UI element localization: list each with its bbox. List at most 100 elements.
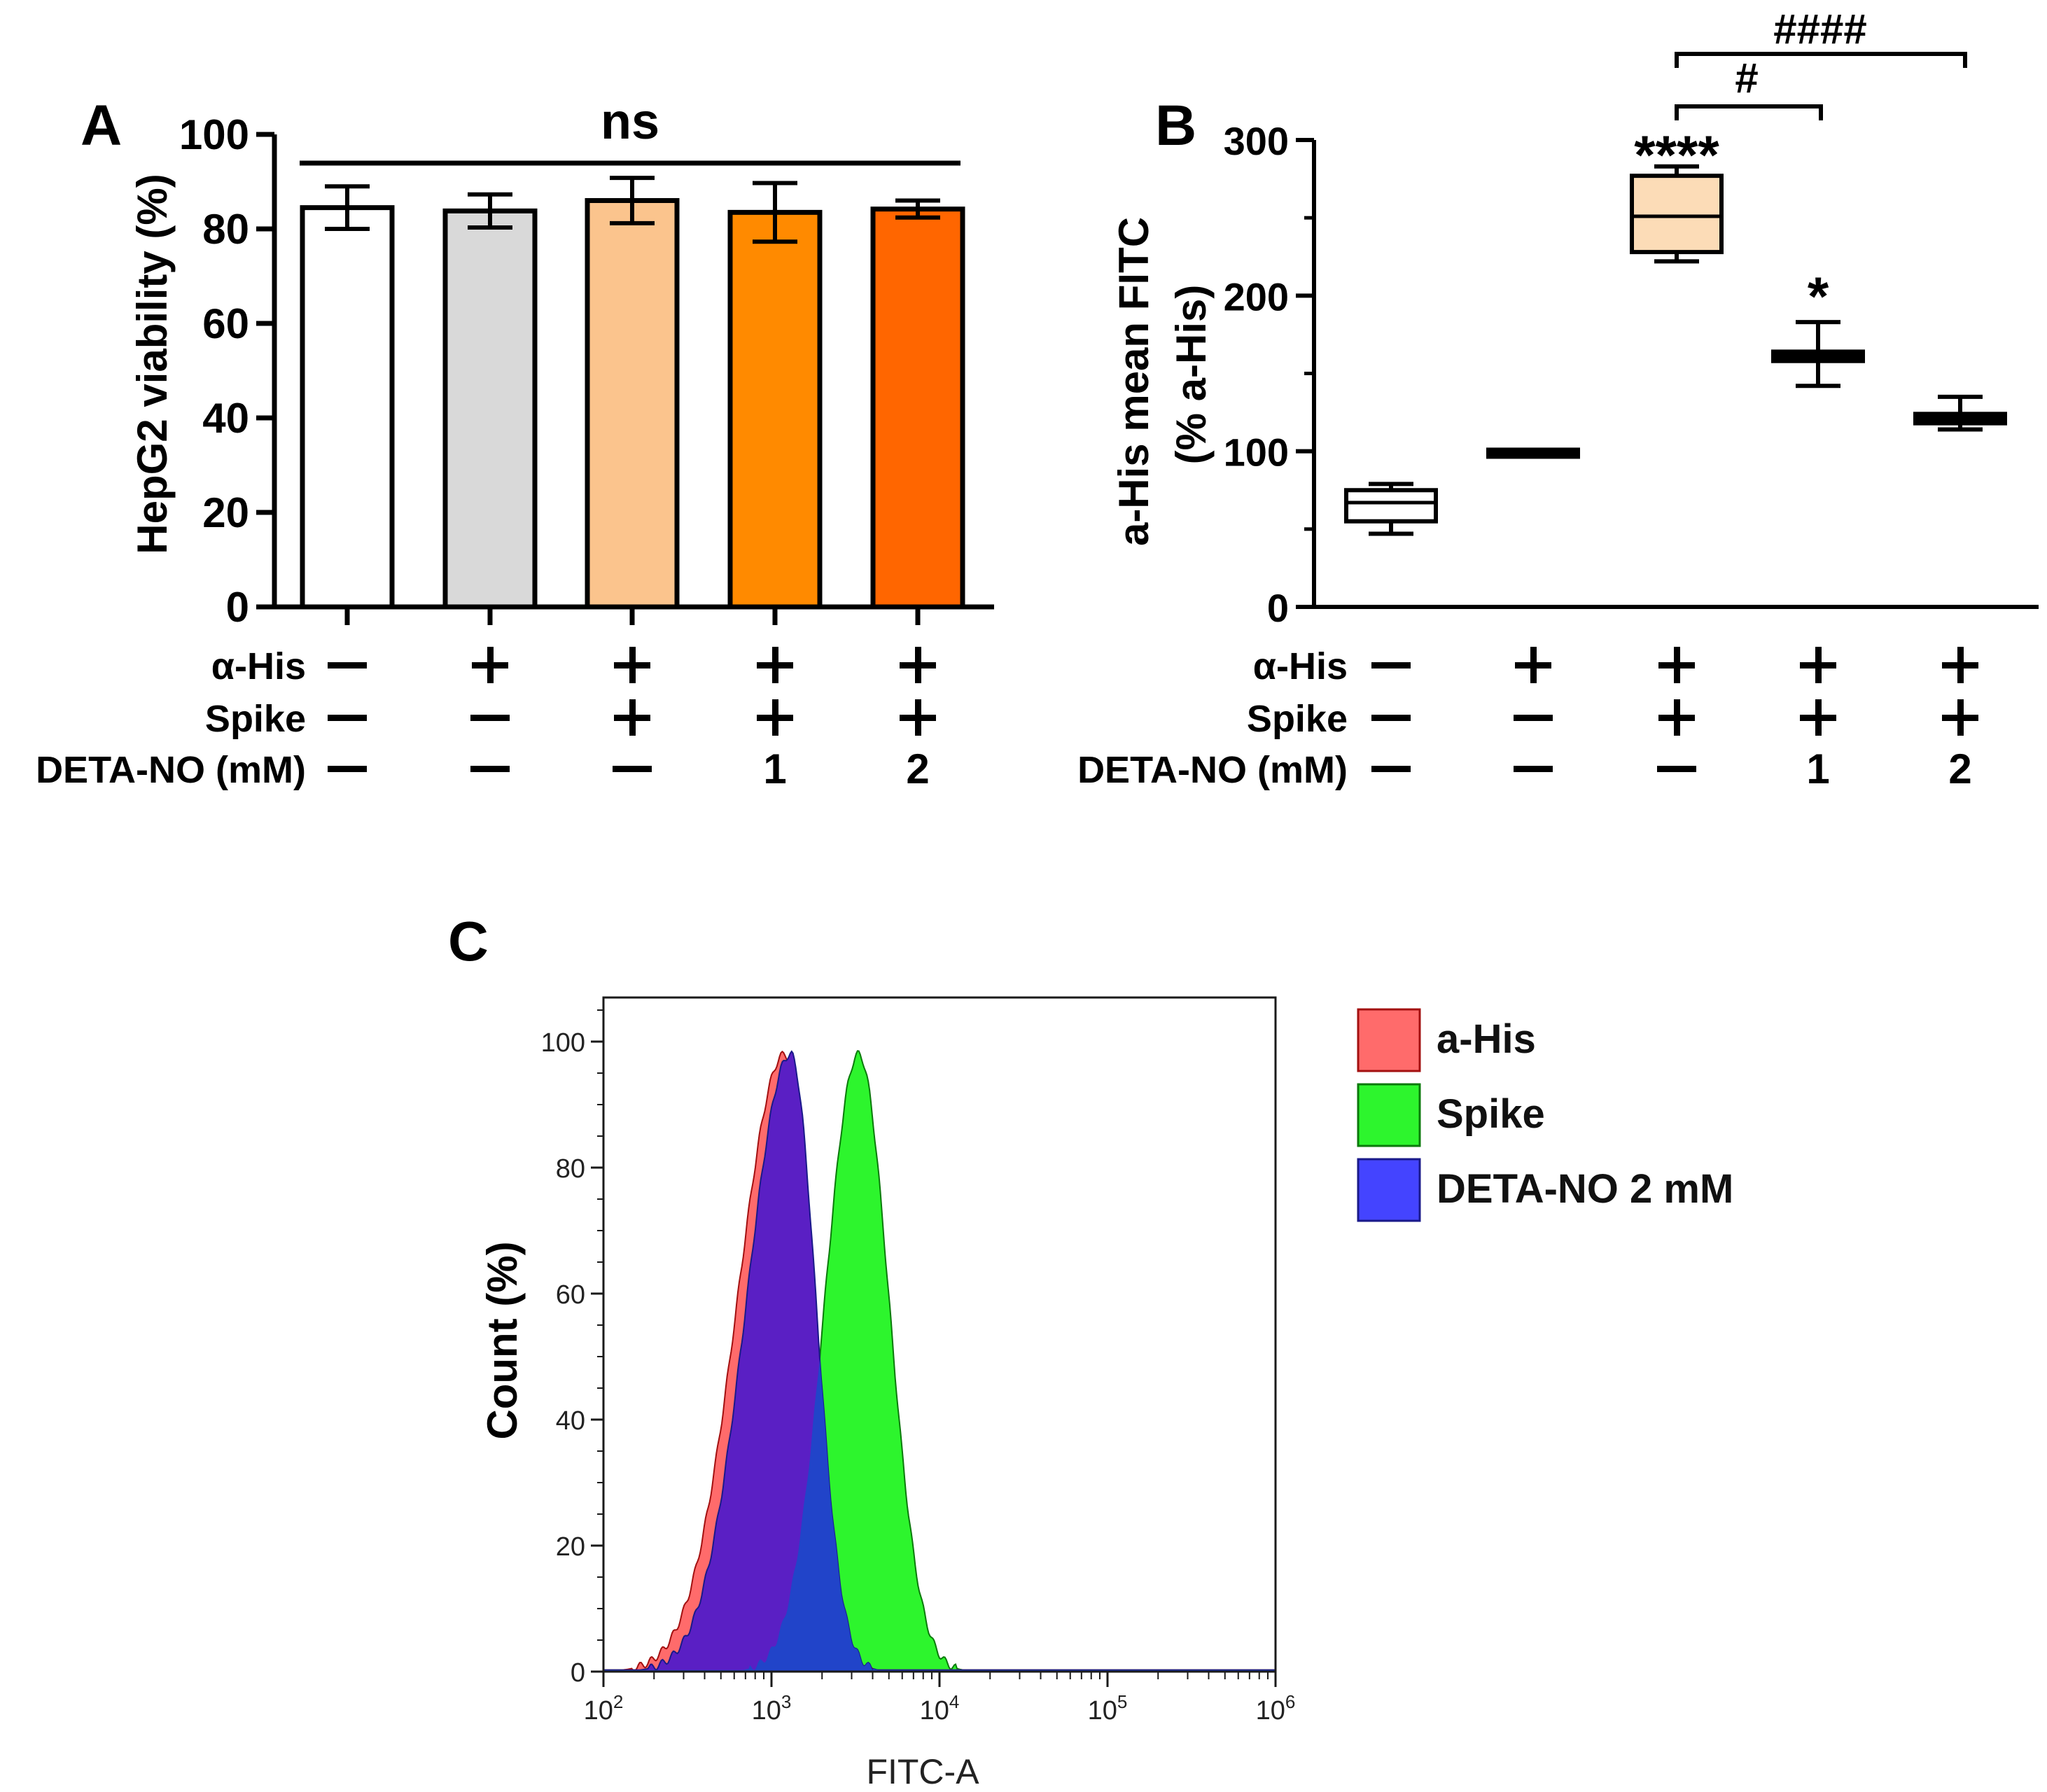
plus-sign-v bbox=[1957, 647, 1964, 683]
bar bbox=[727, 209, 823, 610]
panel-c-x-tick-exponent: 5 bbox=[1117, 1691, 1127, 1712]
panel-c-y-tick-label: 20 bbox=[556, 1532, 585, 1562]
panel-a-y-axis: 0 20 40 60 80 100 bbox=[179, 111, 994, 631]
panel-a-y-tick-label: 40 bbox=[202, 395, 249, 442]
minus-sign bbox=[613, 766, 652, 772]
panel-b-bracket-4hash-label: #### bbox=[1773, 6, 1866, 52]
panel-b-annotation-4star: **** bbox=[1634, 124, 1719, 186]
bar bbox=[442, 208, 538, 610]
panel-b-y-tick-label: 100 bbox=[1224, 430, 1289, 475]
panel-b-y-axis: 0 100 200 300 bbox=[1224, 119, 2039, 630]
panel-c-x-tick-label: 102 bbox=[584, 1691, 624, 1726]
panel-a-significance-label: ns bbox=[601, 94, 659, 150]
plus-sign-v bbox=[1815, 699, 1822, 736]
plus-sign-v bbox=[772, 699, 778, 736]
panel-b-row-label: α-His bbox=[1253, 645, 1348, 687]
dose-value: 2 bbox=[906, 746, 929, 792]
box bbox=[1630, 174, 1724, 255]
panel-c-x-tick-label: 104 bbox=[920, 1691, 960, 1726]
panel-b-ylabel-unit: (% a-His) bbox=[1168, 285, 1215, 465]
plus-sign-v bbox=[915, 647, 921, 683]
panel-b: B a-His mean FITC (% a-His) 0 100 200 300 #… bbox=[1077, 6, 2039, 792]
panel-b-y-tick-label: 0 bbox=[1267, 586, 1289, 630]
panel-c-x-tick-base: 10 bbox=[920, 1696, 949, 1726]
panel-c-x-tick-base: 10 bbox=[584, 1696, 613, 1726]
legend-label: a-His bbox=[1437, 1016, 1536, 1062]
panel-b-annotation-star: * bbox=[1808, 265, 1829, 327]
panel-c-x-tick-exponent: 4 bbox=[949, 1691, 959, 1712]
panel-c-y-tick-label: 60 bbox=[556, 1280, 585, 1310]
minus-sign bbox=[1514, 766, 1553, 772]
bar bbox=[585, 198, 680, 610]
panel-a-row-label: α-His bbox=[211, 645, 306, 687]
panel-c-legend: a-His Spike DETA-NO 2 mM bbox=[1357, 1008, 1733, 1222]
plus-sign-v bbox=[487, 647, 494, 683]
legend-swatch bbox=[1357, 1158, 1421, 1222]
panel-b-y-tick-label: 300 bbox=[1224, 119, 1289, 163]
panel-c-x-tick-base: 10 bbox=[752, 1696, 781, 1726]
legend-label: Spike bbox=[1437, 1091, 1545, 1137]
minus-sign bbox=[470, 715, 510, 721]
plus-sign-v bbox=[1674, 647, 1680, 683]
panel-c-x-tick-label: 105 bbox=[1088, 1691, 1128, 1726]
panel-a-y-tick-label: 80 bbox=[202, 206, 249, 253]
panel-a-label: A bbox=[81, 94, 122, 158]
minus-sign bbox=[328, 766, 367, 772]
bar bbox=[300, 205, 395, 610]
dose-value: 1 bbox=[763, 746, 786, 792]
minus-sign bbox=[470, 766, 510, 772]
box bbox=[1344, 488, 1438, 524]
panel-c-y-tick-label: 100 bbox=[541, 1028, 585, 1058]
minus-sign bbox=[1371, 766, 1411, 772]
panel-b-bracket-4hash bbox=[1675, 52, 1967, 68]
minus-sign bbox=[328, 715, 367, 721]
panel-a-y-tick-label: 100 bbox=[179, 111, 249, 158]
legend-swatch bbox=[1357, 1083, 1421, 1147]
panel-c-label: C bbox=[448, 910, 489, 972]
panel-c-x-tick-exponent: 3 bbox=[781, 1691, 791, 1712]
minus-sign bbox=[1657, 766, 1696, 772]
panel-a-treatment-rows: α-His Spike DETA-NO (mM) 1 2 bbox=[36, 645, 936, 792]
panel-c-x-tick-exponent: 6 bbox=[1285, 1691, 1295, 1712]
panel-a: A HepG2 viability (%) 0 20 40 60 80 100 ns α-… bbox=[36, 94, 994, 792]
panel-a-y-tick-label: 0 bbox=[226, 584, 249, 631]
panel-b-row-label: DETA-NO (mM) bbox=[1077, 749, 1348, 791]
panel-c-x-tick-base: 10 bbox=[1256, 1696, 1285, 1726]
panel-c-xlabel: FITC-A bbox=[866, 1752, 979, 1791]
plus-sign-v bbox=[1530, 647, 1537, 683]
histogram-deta-no bbox=[603, 1050, 1276, 1672]
minus-sign bbox=[1514, 715, 1553, 721]
panel-c-y-tick-label: 0 bbox=[571, 1658, 585, 1688]
plus-sign-v bbox=[1674, 699, 1680, 736]
panel-b-bracket-hash bbox=[1675, 104, 1823, 120]
panel-b-treatment-rows: α-His Spike DETA-NO (mM) 1 2 bbox=[1077, 645, 1978, 792]
panel-c-ylabel: Count (%) bbox=[479, 1241, 526, 1439]
plus-sign-v bbox=[772, 647, 778, 683]
panel-b-bracket-hash-label: # bbox=[1735, 55, 1758, 102]
panel-c-x-tick-label: 106 bbox=[1256, 1691, 1296, 1726]
panel-b-label: B bbox=[1155, 94, 1196, 158]
dose-value: 2 bbox=[1948, 746, 1971, 792]
panel-a-ylabel: HepG2 viability (%) bbox=[129, 174, 176, 554]
plus-sign-v bbox=[915, 699, 921, 736]
minus-sign bbox=[328, 662, 367, 668]
panel-c-x-tick-exponent: 2 bbox=[613, 1691, 623, 1712]
panel-b-ylabel: a-His mean FITC bbox=[1110, 217, 1157, 546]
plus-sign-v bbox=[1957, 699, 1964, 736]
panel-b-boxes bbox=[1344, 164, 2007, 536]
panel-c-x-tick-label: 103 bbox=[752, 1691, 792, 1726]
panel-a-y-tick-label: 20 bbox=[202, 489, 249, 536]
panel-a-y-tick-label: 60 bbox=[202, 300, 249, 347]
panel-c-x-tick-base: 10 bbox=[1088, 1696, 1117, 1726]
dose-value: 1 bbox=[1806, 746, 1829, 792]
panel-c-y-tick-label: 80 bbox=[556, 1154, 585, 1184]
panel-a-row-label: Spike bbox=[205, 698, 306, 740]
minus-sign bbox=[1371, 715, 1411, 721]
panel-a-row-label: DETA-NO (mM) bbox=[36, 749, 306, 791]
bar bbox=[870, 206, 965, 610]
plus-sign-v bbox=[1815, 647, 1822, 683]
legend-swatch bbox=[1357, 1008, 1421, 1072]
